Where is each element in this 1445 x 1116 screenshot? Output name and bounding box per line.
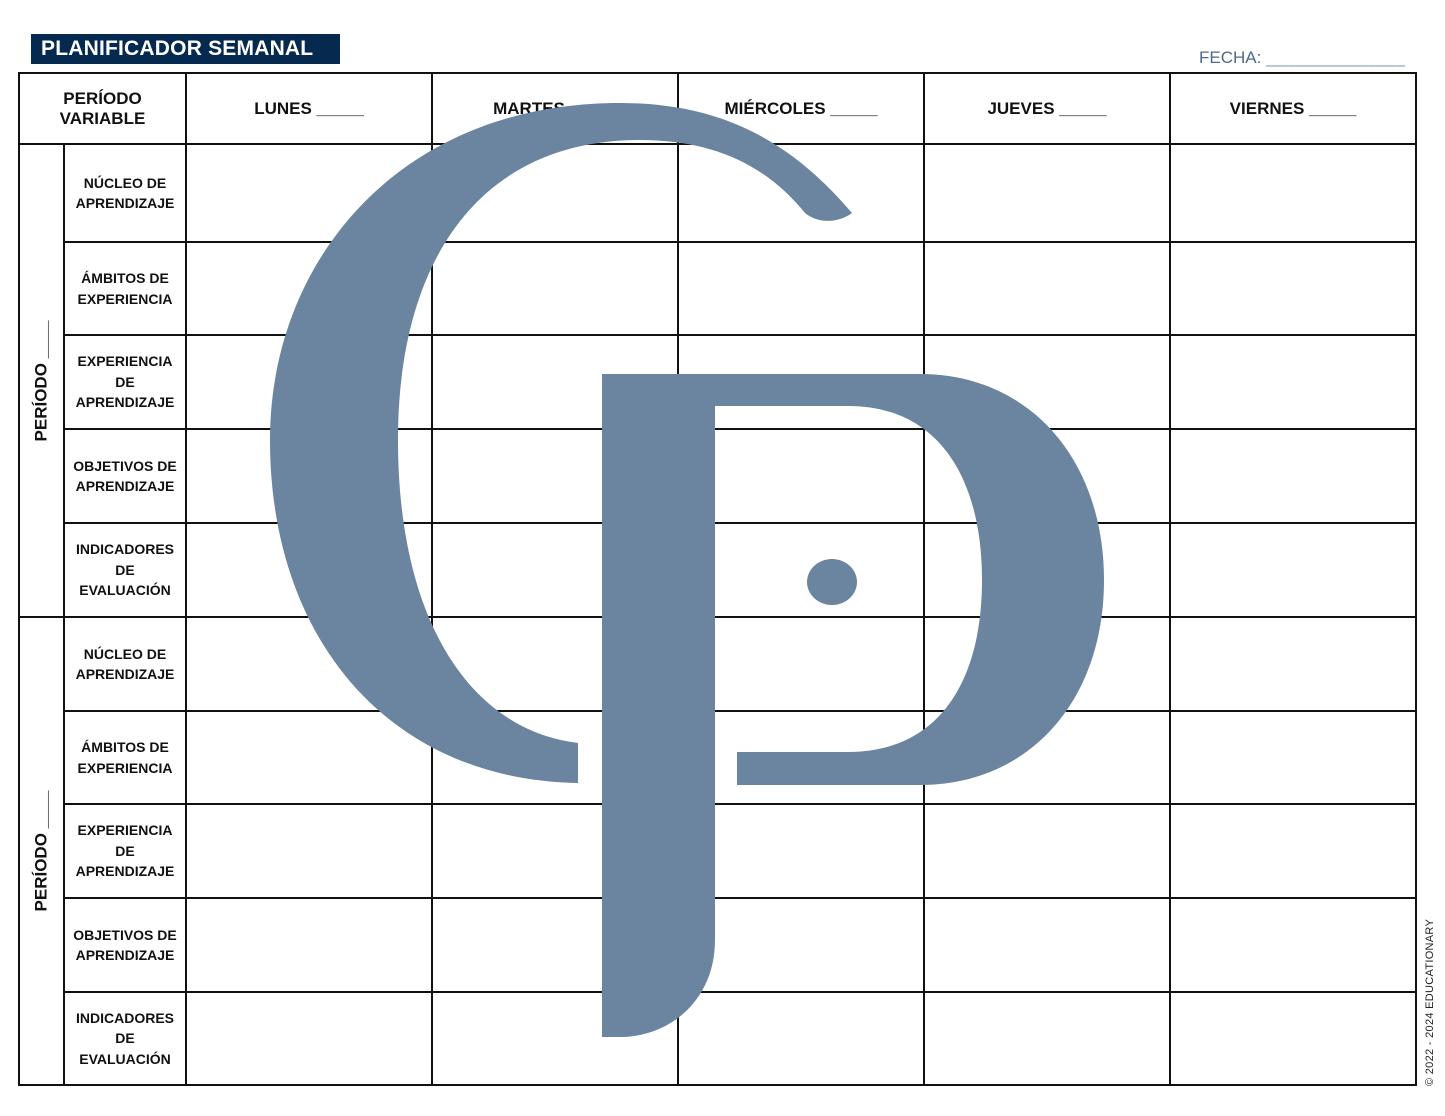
planner-cell[interactable] — [1169, 710, 1417, 805]
row-label-text: EXPERIENCIA DE APRENDIZAJE — [75, 353, 175, 411]
date-field[interactable]: FECHA: ______________ — [1199, 48, 1405, 68]
period-label-text: PERÍODO ____ — [31, 320, 51, 441]
planner-cell[interactable] — [1169, 616, 1417, 712]
planner-cell[interactable] — [1169, 241, 1417, 336]
row-label-text: INDICADORES DE EVALUACIÓN — [75, 1009, 174, 1067]
planner-cell[interactable] — [1169, 522, 1417, 618]
planner-cell[interactable] — [431, 897, 679, 993]
corner-header-text: PERÍODO VARIABLE — [59, 88, 146, 128]
planner-cell[interactable] — [923, 143, 1171, 243]
row-label-text: NÚCLEO DE APRENDIZAJE — [75, 174, 175, 212]
planner-cell[interactable] — [923, 428, 1171, 524]
planner-cell[interactable] — [677, 991, 925, 1086]
day-header: LUNES _____ — [185, 72, 433, 145]
day-header: VIERNES _____ — [1169, 72, 1417, 145]
day-header-text: JUEVES _____ — [987, 98, 1107, 118]
planner-cell[interactable] — [185, 143, 433, 243]
row-label-text: NÚCLEO DE APRENDIZAJE — [75, 645, 175, 683]
planner-cell[interactable] — [185, 803, 433, 899]
planner-cell[interactable] — [677, 710, 925, 805]
planner-cell[interactable] — [1169, 803, 1417, 899]
planner-cell[interactable] — [677, 522, 925, 618]
planner-cell[interactable] — [677, 616, 925, 712]
planner-cell[interactable] — [677, 803, 925, 899]
row-label: EXPERIENCIA DE APRENDIZAJE — [63, 334, 187, 430]
day-header: MARTES _____ — [431, 72, 679, 145]
row-label: OBJETIVOS DE APRENDIZAJE — [63, 428, 187, 524]
planner-cell[interactable] — [923, 241, 1171, 336]
planner-cell[interactable] — [431, 143, 679, 243]
planner-cell[interactable] — [431, 334, 679, 430]
copyright: © 2022 - 2024 EDUCATIONARY — [1424, 918, 1436, 1086]
planner-cell[interactable] — [185, 334, 433, 430]
row-label-text: ÁMBITOS DE EXPERIENCIA — [77, 739, 173, 776]
planner-cell[interactable] — [923, 710, 1171, 805]
row-label-text: OBJETIVOS DE APRENDIZAJE — [73, 926, 177, 964]
period-label: PERÍODO ____ — [18, 143, 65, 618]
planner-cell[interactable] — [185, 241, 433, 336]
planner-cell[interactable] — [431, 991, 679, 1086]
row-label: OBJETIVOS DE APRENDIZAJE — [63, 897, 187, 993]
planner-cell[interactable] — [431, 522, 679, 618]
planner-cell[interactable] — [185, 616, 433, 712]
planner-cell[interactable] — [185, 522, 433, 618]
planner-cell[interactable] — [923, 616, 1171, 712]
planner-cell[interactable] — [431, 710, 679, 805]
row-label-text: ÁMBITOS DE EXPERIENCIA — [77, 270, 173, 307]
planner-cell[interactable] — [185, 710, 433, 805]
planner-cell[interactable] — [185, 991, 433, 1086]
page-title: PLANIFICADOR SEMANAL — [31, 34, 340, 64]
day-header-text: MARTES _____ — [493, 98, 617, 118]
period-label: PERÍODO ____ — [18, 616, 65, 1086]
day-header-text: LUNES _____ — [254, 98, 364, 118]
date-blank[interactable]: ______________ — [1266, 48, 1406, 67]
planner-cell[interactable] — [185, 897, 433, 993]
planner-cell[interactable] — [431, 803, 679, 899]
planner-cell[interactable] — [677, 143, 925, 243]
planner-cell[interactable] — [1169, 428, 1417, 524]
planner-cell[interactable] — [923, 897, 1171, 993]
planner-cell[interactable] — [431, 616, 679, 712]
planner-cell[interactable] — [677, 241, 925, 336]
planner-cell[interactable] — [923, 334, 1171, 430]
day-header-text: MIÉRCOLES _____ — [724, 98, 878, 118]
corner-header: PERÍODO VARIABLE — [18, 72, 187, 145]
day-header-text: VIERNES _____ — [1229, 98, 1357, 118]
planner-cell[interactable] — [923, 991, 1171, 1086]
planner-cell[interactable] — [431, 241, 679, 336]
planner-cell[interactable] — [677, 428, 925, 524]
planner-cell[interactable] — [1169, 143, 1417, 243]
row-label: INDICADORES DE EVALUACIÓN — [63, 522, 187, 618]
row-label: ÁMBITOS DE EXPERIENCIA — [63, 241, 187, 336]
row-label-text: INDICADORES DE EVALUACIÓN — [75, 541, 174, 599]
planner-cell[interactable] — [923, 803, 1171, 899]
row-label-text: OBJETIVOS DE APRENDIZAJE — [73, 457, 177, 495]
planner-cell[interactable] — [677, 334, 925, 430]
period-label-text: PERÍODO ____ — [31, 790, 51, 912]
row-label: NÚCLEO DE APRENDIZAJE — [63, 616, 187, 712]
row-label-text: EXPERIENCIA DE APRENDIZAJE — [75, 822, 175, 880]
planner-cell[interactable] — [431, 428, 679, 524]
row-label: ÁMBITOS DE EXPERIENCIA — [63, 710, 187, 805]
date-label: FECHA: — [1199, 48, 1262, 67]
planner-cell[interactable] — [1169, 334, 1417, 430]
row-label: EXPERIENCIA DE APRENDIZAJE — [63, 803, 187, 899]
planner-cell[interactable] — [677, 897, 925, 993]
planner-cell[interactable] — [1169, 991, 1417, 1086]
day-header: JUEVES _____ — [923, 72, 1171, 145]
row-label: INDICADORES DE EVALUACIÓN — [63, 991, 187, 1086]
planner-cell[interactable] — [1169, 897, 1417, 993]
planner-cell[interactable] — [923, 522, 1171, 618]
row-label: NÚCLEO DE APRENDIZAJE — [63, 143, 187, 243]
planner-cell[interactable] — [185, 428, 433, 524]
day-header: MIÉRCOLES _____ — [677, 72, 925, 145]
